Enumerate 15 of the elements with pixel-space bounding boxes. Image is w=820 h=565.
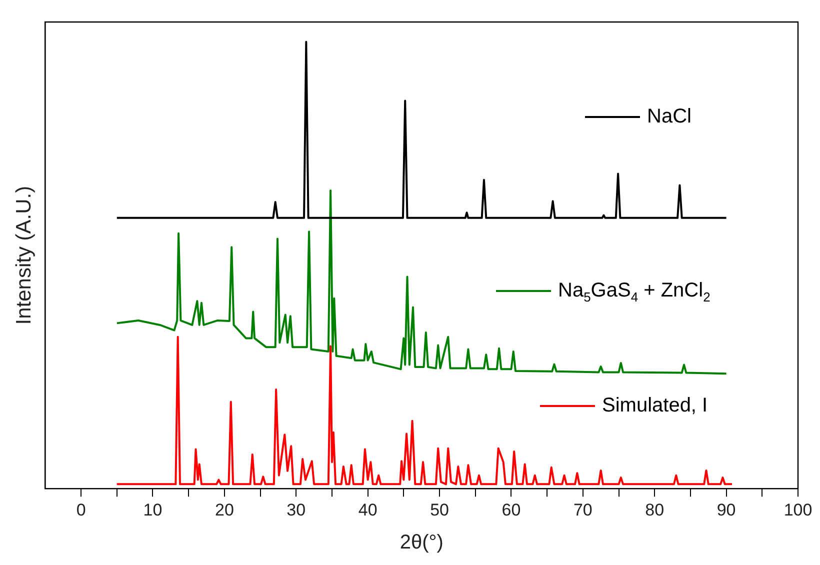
y-axis-title: Intensity (A.U.) (12, 186, 36, 325)
x-tick-label: 90 (716, 500, 736, 520)
x-tick-label: 0 (76, 500, 86, 520)
x-tick-label: 100 (784, 500, 812, 520)
x-tick-label: 30 (286, 500, 306, 520)
legend-label: NaCl (647, 106, 692, 128)
x-tick-label: 20 (214, 500, 234, 520)
x-tick-label: 50 (430, 500, 449, 520)
x-tick-label: 60 (502, 500, 521, 520)
x-tick-label: 40 (358, 500, 378, 520)
x-axis-title: 2θ(°) (400, 532, 444, 554)
x-tick-label: 70 (573, 500, 592, 520)
x-tick-label: 80 (645, 500, 664, 520)
x-tick-label: 10 (143, 500, 162, 520)
legend-label: Simulated, I (602, 394, 708, 417)
